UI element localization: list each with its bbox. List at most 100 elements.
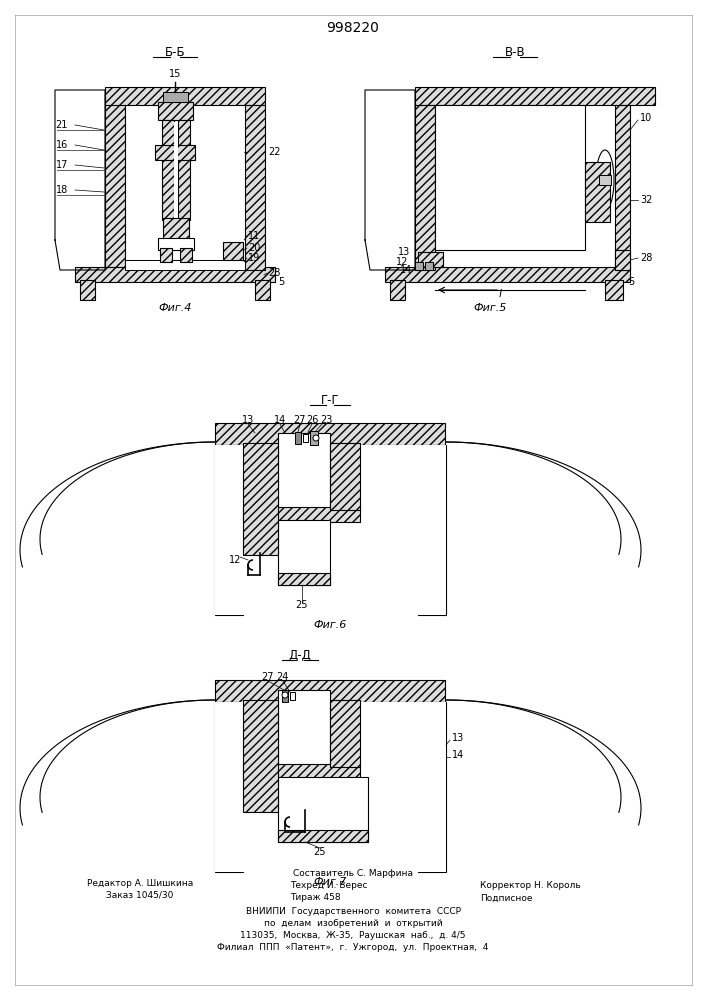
- Bar: [310, 431, 318, 445]
- Bar: [178, 120, 190, 220]
- Bar: [278, 777, 368, 842]
- Polygon shape: [55, 90, 105, 270]
- Text: 14: 14: [274, 415, 286, 425]
- Text: по  делам  изобретений  и  открытий: по делам изобретений и открытий: [264, 920, 443, 928]
- Bar: [163, 92, 188, 102]
- Text: Фиг.6: Фиг.6: [313, 620, 346, 630]
- Bar: [599, 175, 611, 185]
- Circle shape: [313, 435, 319, 441]
- Text: 13: 13: [242, 415, 254, 425]
- Bar: [105, 87, 265, 105]
- Text: Фиг.4: Фиг.4: [158, 303, 192, 313]
- Bar: [415, 87, 655, 105]
- Text: 27: 27: [293, 415, 306, 425]
- Bar: [245, 105, 265, 270]
- Text: 20: 20: [248, 243, 260, 253]
- Text: 22: 22: [268, 147, 281, 157]
- Bar: [158, 102, 193, 120]
- Bar: [290, 692, 295, 700]
- Bar: [435, 105, 585, 250]
- Bar: [162, 120, 174, 220]
- Bar: [155, 145, 195, 160]
- Bar: [158, 238, 194, 250]
- Text: Составитель С. Марфина: Составитель С. Марфина: [293, 869, 413, 879]
- Text: 25: 25: [296, 600, 308, 610]
- Text: 11: 11: [248, 231, 260, 241]
- Bar: [243, 507, 360, 522]
- Text: Б-Б: Б-Б: [165, 45, 185, 58]
- Text: Фиг.7: Фиг.7: [313, 877, 346, 887]
- Text: Д-Д: Д-Д: [288, 648, 312, 662]
- Bar: [255, 280, 270, 300]
- Polygon shape: [446, 442, 641, 567]
- Text: 13: 13: [452, 733, 464, 743]
- Bar: [615, 250, 630, 270]
- Bar: [615, 105, 630, 270]
- Polygon shape: [20, 700, 215, 825]
- Bar: [243, 764, 360, 779]
- Bar: [163, 218, 189, 240]
- Bar: [174, 122, 178, 218]
- Text: 15: 15: [169, 69, 181, 79]
- Bar: [418, 445, 446, 615]
- Bar: [125, 260, 245, 270]
- Bar: [415, 105, 435, 270]
- Circle shape: [282, 692, 288, 698]
- Bar: [223, 242, 243, 260]
- Text: Тираж 458: Тираж 458: [290, 894, 341, 902]
- Text: Фиг.5: Фиг.5: [473, 303, 507, 313]
- Polygon shape: [446, 700, 641, 825]
- Text: 17: 17: [56, 160, 68, 170]
- Text: 13: 13: [398, 247, 410, 257]
- Bar: [215, 445, 446, 615]
- Text: 19: 19: [248, 253, 260, 263]
- Text: 25: 25: [314, 847, 326, 857]
- Text: 5: 5: [278, 277, 284, 287]
- Bar: [282, 690, 288, 702]
- Polygon shape: [40, 442, 215, 554]
- Bar: [278, 690, 330, 767]
- Text: 23: 23: [320, 415, 332, 425]
- Bar: [330, 443, 360, 510]
- Polygon shape: [20, 442, 215, 567]
- Text: 28: 28: [268, 268, 281, 278]
- Polygon shape: [446, 442, 621, 554]
- Bar: [180, 248, 192, 262]
- Bar: [585, 162, 610, 222]
- Bar: [295, 432, 301, 444]
- Text: l: l: [498, 289, 501, 299]
- Text: Техред И. Верес: Техред И. Верес: [290, 882, 368, 890]
- Bar: [278, 573, 330, 585]
- Text: Подписное: Подписное: [480, 894, 532, 902]
- Text: 32: 32: [640, 195, 653, 205]
- Text: 26: 26: [306, 415, 318, 425]
- Bar: [330, 700, 360, 767]
- Text: 12: 12: [229, 555, 241, 565]
- Bar: [418, 702, 446, 872]
- Bar: [215, 702, 446, 872]
- Bar: [385, 267, 630, 282]
- Bar: [425, 262, 433, 270]
- Bar: [75, 267, 275, 282]
- Bar: [243, 700, 278, 812]
- Bar: [215, 445, 243, 615]
- Text: ВНИИПИ  Государственного  комитета  СССР: ВНИИПИ Государственного комитета СССР: [245, 908, 460, 916]
- Bar: [605, 280, 623, 300]
- Text: 16: 16: [56, 140, 68, 150]
- Bar: [278, 433, 330, 510]
- Bar: [215, 423, 445, 445]
- Text: 14: 14: [399, 265, 412, 275]
- Bar: [105, 95, 125, 270]
- Text: 24: 24: [276, 672, 288, 682]
- Bar: [215, 680, 445, 702]
- Text: 21: 21: [56, 120, 68, 130]
- Bar: [243, 443, 278, 555]
- Ellipse shape: [596, 150, 614, 210]
- Polygon shape: [365, 90, 415, 270]
- Text: Заказ 1045/30: Заказ 1045/30: [106, 890, 174, 900]
- Text: 113035,  Москва,  Ж-35,  Раушская  наб.,  д. 4/5: 113035, Москва, Ж-35, Раушская наб., д. …: [240, 932, 466, 940]
- Text: Филиал  ППП  «Патент»,  г.  Ужгород,  ул.  Проектная,  4: Филиал ППП «Патент», г. Ужгород, ул. Про…: [217, 944, 489, 952]
- Text: 998220: 998220: [327, 21, 380, 35]
- Text: Корректор Н. Король: Корректор Н. Король: [480, 882, 580, 890]
- Bar: [418, 252, 443, 267]
